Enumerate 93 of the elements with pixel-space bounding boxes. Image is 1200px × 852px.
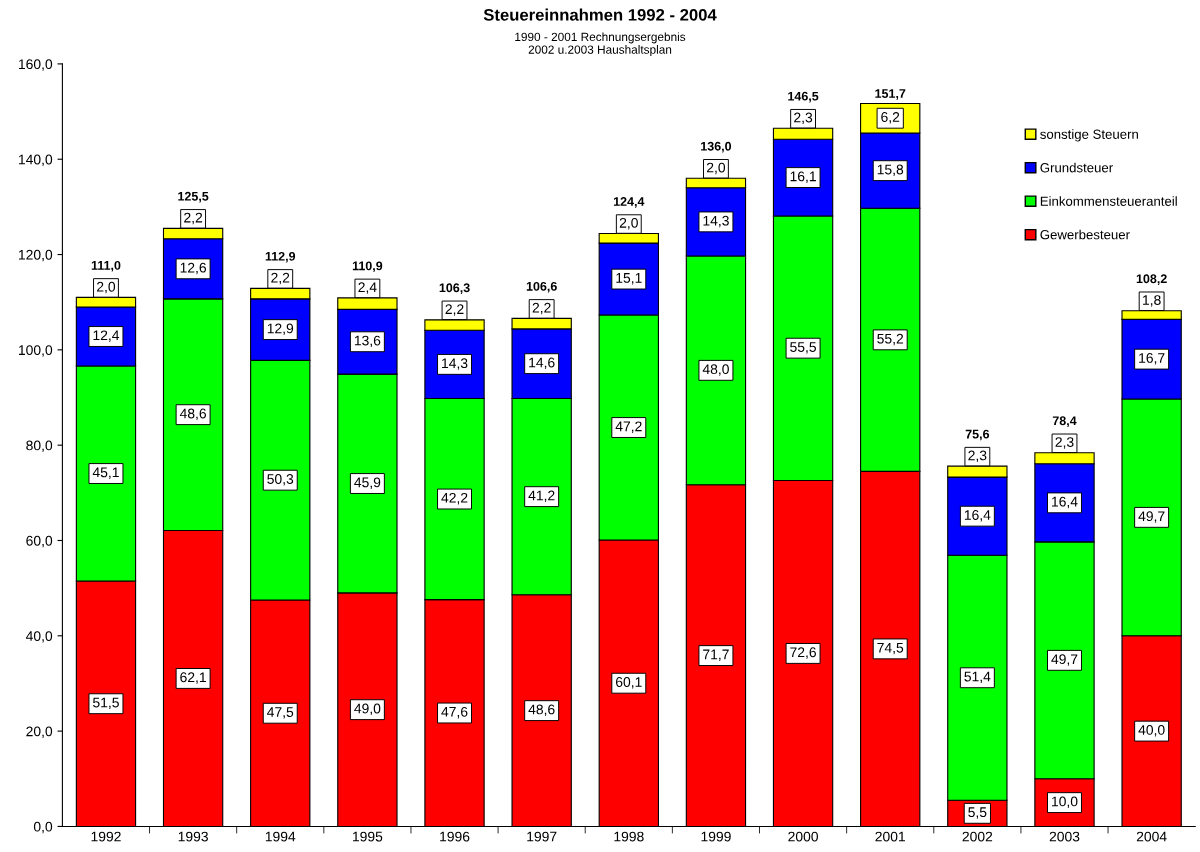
total-label: 110,9 xyxy=(352,261,383,273)
chart-subtitle: 1990 - 2001 Rechnungsergebnis 2002 u.2003 Haushaltsplan xyxy=(515,32,686,57)
data-label: 6,2 xyxy=(881,112,900,124)
data-label: 16,1 xyxy=(790,171,816,183)
data-label: 5,5 xyxy=(968,807,987,819)
data-label: 51,5 xyxy=(93,697,119,710)
x-tick-label: 1998 xyxy=(614,831,644,842)
data-label: 12,9 xyxy=(267,323,294,335)
data-label: 41,2 xyxy=(528,490,555,503)
y-tick-label: 40,0 xyxy=(25,631,53,643)
x-tick-label: 1999 xyxy=(701,831,731,842)
total-label: 78,4 xyxy=(1052,416,1077,427)
data-label: 71,7 xyxy=(703,649,729,661)
data-label: 50,3 xyxy=(267,474,294,486)
x-tick-label: 1992 xyxy=(91,831,121,842)
data-label: 2,3 xyxy=(1055,437,1074,449)
data-label: 16,4 xyxy=(964,510,991,522)
x-tick-label: 1995 xyxy=(353,831,383,842)
data-label: 74,5 xyxy=(877,642,904,655)
data-label: 49,7 xyxy=(1138,511,1165,523)
data-label: 2,0 xyxy=(97,281,116,294)
data-label: 49,7 xyxy=(1051,654,1078,666)
data-label: 2,3 xyxy=(794,112,813,125)
data-label: 55,5 xyxy=(790,342,817,354)
data-label: 47,5 xyxy=(267,707,294,719)
x-tick-label: 2001 xyxy=(875,831,905,842)
data-label: 16,7 xyxy=(1139,353,1165,365)
y-tick-label: 80,0 xyxy=(26,440,53,452)
y-tick-label: 140,0 xyxy=(18,154,53,167)
data-label: 10,0 xyxy=(1052,796,1078,808)
data-label: 48,6 xyxy=(528,704,555,716)
data-label: 45,1 xyxy=(92,467,119,479)
y-tick-label: 0,0 xyxy=(33,821,53,834)
data-label: 16,4 xyxy=(1052,496,1078,509)
data-label: 2,0 xyxy=(706,162,726,175)
data-label: 55,2 xyxy=(877,333,904,346)
y-tick-label: 60,0 xyxy=(26,535,53,548)
total-label: 151,7 xyxy=(875,89,906,100)
data-label: 2,2 xyxy=(271,272,290,285)
legend-label: Einkommensteueranteil xyxy=(1040,196,1177,206)
chart-title: Steuereinnahmen 1992 - 2004 xyxy=(483,8,717,21)
data-label: 49,0 xyxy=(354,703,381,716)
data-label: 15,8 xyxy=(877,164,904,177)
data-label: 40,0 xyxy=(1138,725,1165,737)
x-tick-label: 2002 xyxy=(962,831,993,842)
data-label: 2,2 xyxy=(532,302,551,315)
total-label: 75,6 xyxy=(965,429,990,441)
total-label: 124,4 xyxy=(613,197,645,208)
data-label: 51,4 xyxy=(964,671,991,684)
legend-label: Grundsteuer xyxy=(1040,162,1113,173)
data-label: 42,2 xyxy=(441,492,468,505)
data-label: 48,6 xyxy=(179,408,207,421)
y-tick-label: 20,0 xyxy=(26,726,53,738)
data-label: 47,6 xyxy=(441,706,468,719)
x-tick-label: 1997 xyxy=(527,831,557,842)
x-tick-label: 1993 xyxy=(178,831,208,842)
data-label: 15,1 xyxy=(616,273,642,285)
legend-label: Gewerbesteuer xyxy=(1040,229,1130,240)
data-label: 1,8 xyxy=(1143,295,1161,307)
data-label: 72,6 xyxy=(790,647,816,659)
total-label: 146,5 xyxy=(788,91,819,103)
y-tick-label: 160,0 xyxy=(18,59,53,71)
data-label: 2,3 xyxy=(968,450,987,462)
total-label: 108,2 xyxy=(1136,274,1167,285)
data-label: 2,2 xyxy=(184,212,203,225)
data-label: 14,6 xyxy=(529,357,555,370)
data-label: 14,3 xyxy=(703,215,729,228)
data-label: 48,0 xyxy=(702,364,729,376)
x-tick-label: 1994 xyxy=(265,831,296,842)
data-label: 12,4 xyxy=(93,330,120,342)
data-label: 2,4 xyxy=(358,282,377,294)
data-label: 62,1 xyxy=(180,672,206,684)
data-label: 13,6 xyxy=(354,335,381,348)
total-label: 112,9 xyxy=(265,251,296,263)
total-label: 136,0 xyxy=(701,141,732,153)
data-label: 14,3 xyxy=(442,358,468,370)
data-label: 60,1 xyxy=(615,677,642,689)
data-label: 45,9 xyxy=(354,477,381,489)
x-tick-label: 2004 xyxy=(1136,831,1167,842)
legend-label: sonstige Steuern xyxy=(1040,129,1138,142)
total-label: 111,0 xyxy=(91,260,121,272)
data-label: 2,0 xyxy=(619,217,638,230)
y-tick-label: 120,0 xyxy=(18,249,53,262)
x-tick-label: 1996 xyxy=(440,831,470,842)
x-tick-label: 2000 xyxy=(788,831,818,842)
x-tick-label: 2003 xyxy=(1049,831,1080,842)
y-tick-label: 100,0 xyxy=(18,345,53,357)
data-label: 2,2 xyxy=(445,304,464,316)
total-label: 106,3 xyxy=(439,283,470,295)
total-label: 125,5 xyxy=(178,191,209,203)
data-label: 47,2 xyxy=(615,421,642,433)
total-label: 106,6 xyxy=(526,281,557,293)
data-label: 12,6 xyxy=(180,262,207,275)
